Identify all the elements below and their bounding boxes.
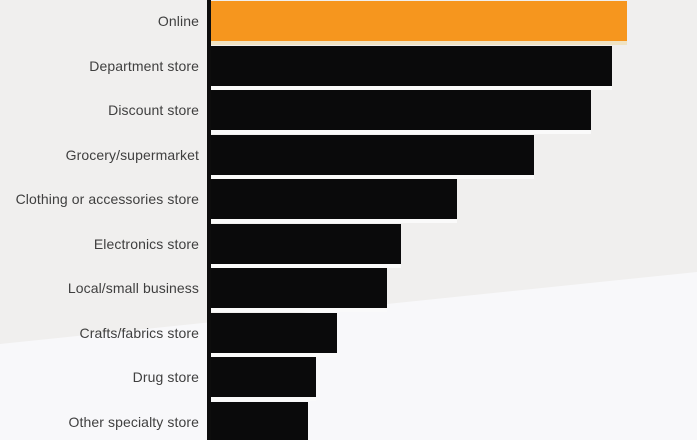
bar-track bbox=[211, 401, 697, 440]
bar-track bbox=[211, 312, 697, 357]
category-label: Electronics store bbox=[93, 235, 199, 252]
bar-row: Drug store bbox=[0, 356, 697, 401]
bar bbox=[211, 357, 316, 398]
category-label: Crafts/fabrics store bbox=[79, 324, 199, 341]
bar-row: Crafts/fabrics store bbox=[0, 312, 697, 357]
bar-track bbox=[211, 267, 697, 312]
category-label: Drug store bbox=[132, 369, 199, 386]
bar bbox=[211, 134, 534, 175]
category-label: Local/small business bbox=[67, 280, 199, 297]
bar-row: Grocery/supermarket bbox=[0, 134, 697, 179]
bar-row: Discount store bbox=[0, 89, 697, 134]
bar bbox=[211, 45, 613, 86]
bar bbox=[211, 401, 308, 440]
bar-row: Clothing or accessories store bbox=[0, 178, 697, 223]
bar-row: Online bbox=[0, 0, 697, 45]
bar-track bbox=[211, 45, 697, 90]
bar-track bbox=[211, 356, 697, 401]
category-label: Department store bbox=[89, 57, 199, 74]
bar-track bbox=[211, 223, 697, 268]
category-label: Other specialty store bbox=[68, 413, 199, 430]
category-label: Online bbox=[157, 13, 199, 29]
category-label: Discount store bbox=[108, 102, 199, 119]
category-label: Clothing or accessories store bbox=[15, 191, 199, 208]
bar-track bbox=[211, 89, 697, 134]
bar bbox=[211, 312, 338, 353]
category-label: Grocery/supermarket bbox=[65, 146, 199, 163]
bar bbox=[211, 268, 387, 309]
bar-row: Electronics store bbox=[0, 223, 697, 268]
bar-track bbox=[211, 178, 697, 223]
bar-row: Other specialty store bbox=[0, 401, 697, 440]
category-axis-line bbox=[207, 0, 211, 440]
bar-track bbox=[211, 134, 697, 179]
bar bbox=[211, 1, 627, 41]
bar-track bbox=[211, 0, 697, 45]
bar bbox=[211, 90, 591, 131]
bar-row: Department store bbox=[0, 45, 697, 90]
bar bbox=[211, 179, 457, 220]
bar-row: Local/small business bbox=[0, 267, 697, 312]
bar bbox=[211, 223, 402, 264]
